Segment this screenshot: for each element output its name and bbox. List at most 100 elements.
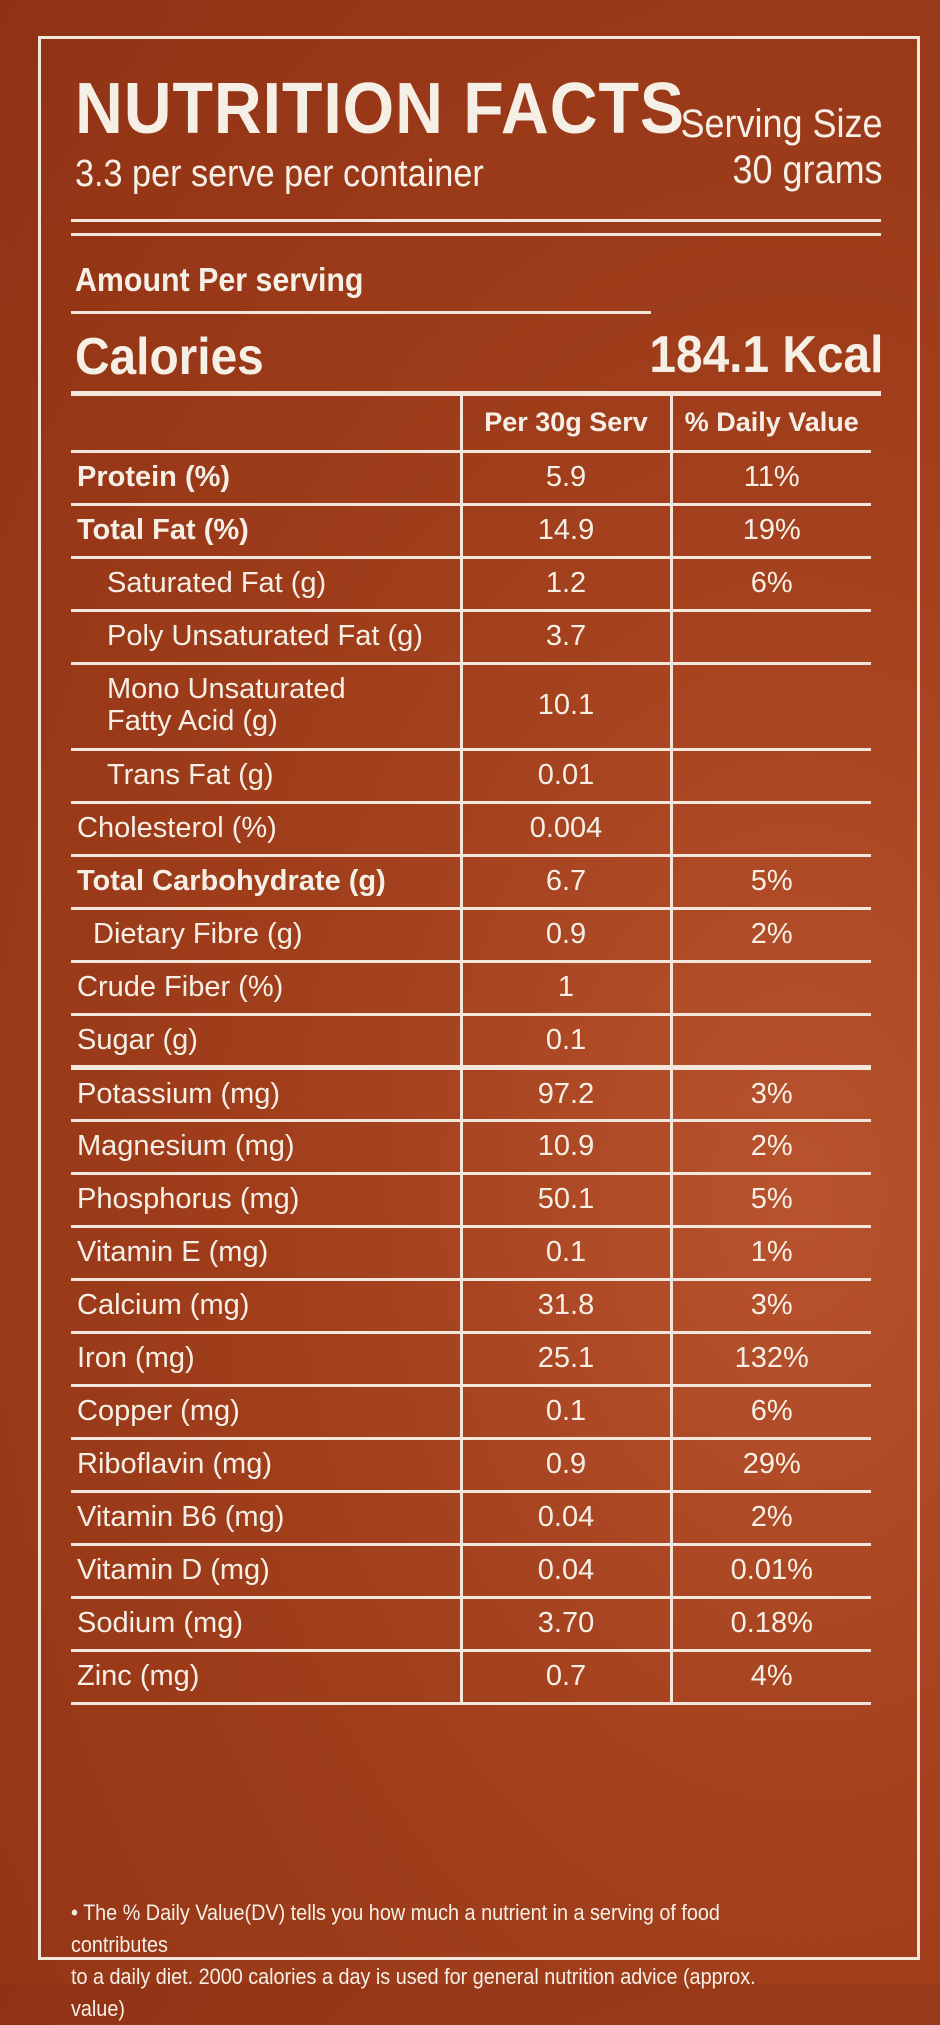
nutrient-daily-value: 0.01% (669, 1544, 871, 1599)
nutrient-daily-value (669, 663, 871, 751)
nutrient-daily-value: 11% (669, 451, 871, 506)
nutrient-daily-value: 4% (669, 1650, 871, 1705)
page-title: NUTRITION FACTS (75, 69, 685, 149)
nutrient-name-line-2: Fatty Acid (g) (107, 705, 278, 737)
table-row: Vitamin D (mg) 0.04 0.01% (71, 1544, 871, 1599)
nutrient-name: Riboflavin (mg) (71, 1438, 461, 1493)
nutrient-serving-value: 5.9 (459, 451, 671, 506)
nutrient-name: Iron (mg) (71, 1332, 461, 1387)
nutrient-daily-value (669, 961, 871, 1016)
nutrient-daily-value (669, 802, 871, 857)
table-row: Crude Fiber (%) 1 (71, 961, 871, 1016)
amount-per-serving-label: Amount Per serving (75, 261, 364, 298)
nutrient-name: Zinc (mg) (71, 1650, 461, 1705)
serving-size: Serving Size 30 grams (681, 101, 883, 193)
nutrient-name: Vitamin B6 (mg) (71, 1491, 461, 1546)
table-row: Copper (mg) 0.1 6% (71, 1385, 871, 1440)
nutrient-serving-value: 97.2 (459, 1067, 671, 1122)
nutrient-serving-value: 50.1 (459, 1173, 671, 1228)
nutrient-serving-value: 0.04 (459, 1544, 671, 1599)
calories-divider (71, 391, 881, 396)
amount-divider (71, 311, 651, 314)
nutrient-serving-value: 1 (459, 961, 671, 1016)
table-header-row: Per 30g Serv % Daily Value (71, 395, 871, 453)
table-row: Total Carbohydrate (g) 6.7 5% (71, 855, 871, 910)
table-row: Dietary Fibre (g) 0.9 2% (71, 908, 871, 963)
column-header-per-serving: Per 30g Serv (459, 395, 671, 453)
nutrient-daily-value: 2% (669, 1120, 871, 1175)
nutrient-serving-value: 10.1 (459, 663, 671, 751)
nutrient-serving-value: 0.1 (459, 1226, 671, 1281)
table-row: Poly Unsaturated Fat (g) 3.7 (71, 610, 871, 665)
table-row: Trans Fat (g) 0.01 (71, 749, 871, 804)
nutrient-serving-value: 0.004 (459, 802, 671, 857)
nutrient-serving-value: 3.70 (459, 1597, 671, 1652)
nutrient-name: Crude Fiber (%) (71, 961, 461, 1016)
nutrient-daily-value: 0.18% (669, 1597, 871, 1652)
table-row: Protein (%) 5.9 11% (71, 451, 871, 506)
table-row: Saturated Fat (g) 1.2 6% (71, 557, 871, 612)
table-row: Potassium (mg) 97.2 3% (71, 1067, 871, 1122)
nutrient-serving-value: 10.9 (459, 1120, 671, 1175)
table-row: Zinc (mg) 0.7 4% (71, 1650, 871, 1705)
nutrient-name: Trans Fat (g) (71, 749, 461, 804)
nutrient-serving-value: 0.7 (459, 1650, 671, 1705)
nutrient-daily-value: 3% (669, 1067, 871, 1122)
table-row: Total Fat (%) 14.9 19% (71, 504, 871, 559)
table-row: Vitamin E (mg) 0.1 1% (71, 1226, 871, 1281)
nutrient-daily-value: 19% (669, 504, 871, 559)
nutrient-daily-value: 5% (669, 855, 871, 910)
nutrient-daily-value: 2% (669, 1491, 871, 1546)
nutrient-daily-value: 2% (669, 908, 871, 963)
nutrient-serving-value: 0.9 (459, 1438, 671, 1493)
table-row: Cholesterol (%) 0.004 (71, 802, 871, 857)
nutrient-name: Total Carbohydrate (g) (71, 855, 461, 910)
table-row: Vitamin B6 (mg) 0.04 2% (71, 1491, 871, 1546)
table-row: Sodium (mg) 3.70 0.18% (71, 1597, 871, 1652)
nutrient-serving-value: 3.7 (459, 610, 671, 665)
nutrient-daily-value: 5% (669, 1173, 871, 1228)
nutrient-name: Vitamin D (mg) (71, 1544, 461, 1599)
nutrient-name: Protein (%) (71, 451, 461, 506)
table-row: Sugar (g) 0.1 (71, 1014, 871, 1070)
nutrient-name: Saturated Fat (g) (71, 557, 461, 612)
nutrient-name: Mono Unsaturated Fatty Acid (g) (71, 663, 461, 751)
nutrient-name: Magnesium (mg) (71, 1120, 461, 1175)
nutrient-daily-value: 3% (669, 1279, 871, 1334)
nutrient-name-line-1: Mono Unsaturated (107, 673, 346, 706)
nutrient-serving-value: 0.9 (459, 908, 671, 963)
column-header-nutrient (71, 395, 461, 453)
nutrition-table: Per 30g Serv % Daily Value Protein (%) 5… (71, 395, 871, 1705)
nutrient-daily-value: 1% (669, 1226, 871, 1281)
nutrient-serving-value: 25.1 (459, 1332, 671, 1387)
nutrient-serving-value: 0.1 (459, 1385, 671, 1440)
header-divider-bottom (71, 233, 881, 236)
nutrient-serving-value: 6.7 (459, 855, 671, 910)
table-row: Phosphorus (mg) 50.1 5% (71, 1173, 871, 1228)
header-divider-top (71, 219, 881, 222)
nutrient-serving-value: 0.1 (459, 1014, 671, 1070)
table-row: Mono Unsaturated Fatty Acid (g) 10.1 (71, 663, 871, 751)
nutrient-daily-value: 6% (669, 557, 871, 612)
nutrition-facts-panel: NUTRITION FACTS 3.3 per serve per contai… (38, 36, 920, 2021)
nutrient-daily-value: 6% (669, 1385, 871, 1440)
nutrient-name: Sugar (g) (71, 1014, 461, 1070)
nutrient-name: Copper (mg) (71, 1385, 461, 1440)
table-row: Calcium (mg) 31.8 3% (71, 1279, 871, 1334)
nutrient-name: Vitamin E (mg) (71, 1226, 461, 1281)
nutrient-name: Calcium (mg) (71, 1279, 461, 1334)
nutrient-name: Sodium (mg) (71, 1597, 461, 1652)
column-header-daily-value: % Daily Value (669, 395, 871, 453)
nutrient-serving-value: 14.9 (459, 504, 671, 559)
nutrient-name: Potassium (mg) (71, 1067, 461, 1122)
nutrient-daily-value: 132% (669, 1332, 871, 1387)
nutrient-serving-value: 0.04 (459, 1491, 671, 1546)
calories-value: 184.1 Kcal (648, 326, 883, 384)
nutrient-serving-value: 0.01 (459, 749, 671, 804)
serving-size-value: 30 grams (732, 148, 883, 192)
table-row: Magnesium (mg) 10.9 2% (71, 1120, 871, 1175)
servings-per-container: 3.3 per serve per container (75, 153, 484, 195)
footnote-line-1: • The % Daily Value(DV) tells you how mu… (71, 1900, 720, 1957)
serving-size-label: Serving Size (680, 102, 883, 146)
calories-label: Calories (75, 328, 264, 386)
